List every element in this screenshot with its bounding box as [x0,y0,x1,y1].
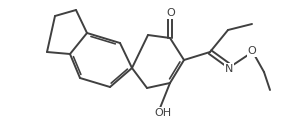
Text: N: N [225,64,233,74]
Text: O: O [248,46,256,56]
Text: OH: OH [154,108,172,118]
Text: O: O [167,8,176,18]
